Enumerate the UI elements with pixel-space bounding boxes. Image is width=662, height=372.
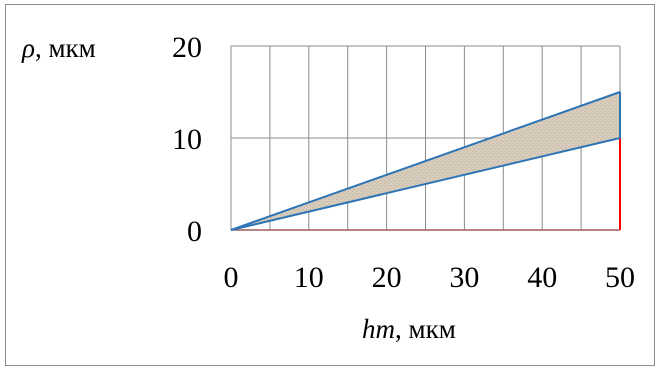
chart-svg: 0 10 20 30 40 50 0 10 20 ρ, мкм hm, мкм	[21, 31, 635, 344]
series-layer	[230, 91, 621, 231]
tick-labels: 0 10 20 30 40 50 0 10 20	[172, 31, 635, 294]
series-line-upper	[230, 91, 621, 231]
x-tick-label: 0	[224, 261, 239, 294]
chart-frame: 0 10 20 30 40 50 0 10 20 ρ, мкм hm, мкм	[5, 4, 655, 366]
y-tick-label: 10	[172, 123, 202, 156]
x-axis-title: hm, мкм	[362, 314, 456, 344]
x-tick-label: 20	[372, 261, 402, 294]
series-line-lower	[230, 137, 621, 231]
y-axis-title: ρ, мкм	[21, 33, 96, 63]
x-tick-label: 50	[605, 261, 635, 294]
x-tick-label: 10	[294, 261, 324, 294]
y-tick-label: 20	[172, 31, 202, 64]
x-tick-label: 30	[449, 261, 479, 294]
x-tick-label: 40	[527, 261, 557, 294]
y-tick-label: 0	[187, 215, 202, 248]
